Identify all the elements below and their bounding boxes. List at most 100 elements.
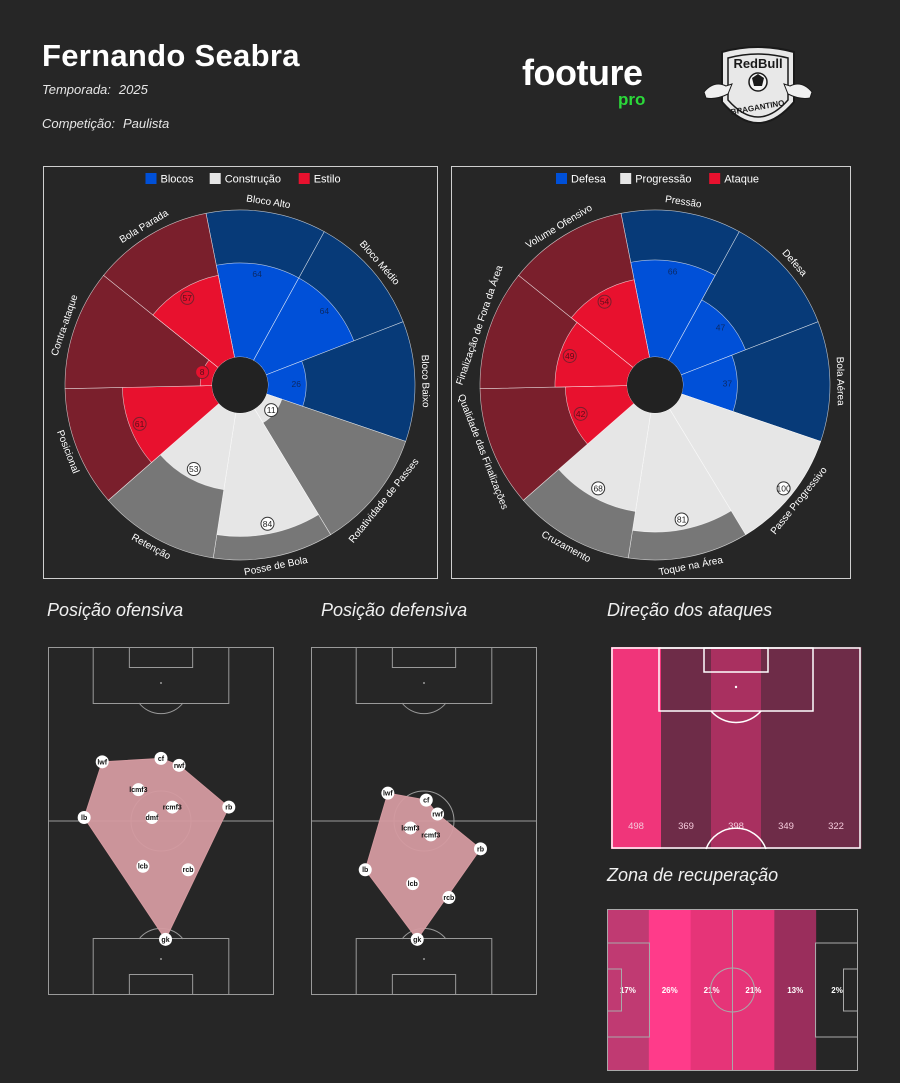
style-value-rotatividade-de-passes: 11 [267,405,276,415]
performance-radar-chart: Defesa Progressão Ataque66Pressão47Defesa3… [453,173,846,578]
lane-4 [761,647,812,849]
lane-2 [661,647,712,849]
player-marker-rb [474,842,487,856]
player-marker-lcb [406,877,420,891]
perf-value-bola-aerea: 37 [723,378,733,388]
legend-swatch-construcao [209,173,221,184]
style-center [212,357,268,413]
style-value-marker-bloco-medio [317,304,332,319]
top-penalty-arc [401,702,447,715]
legend-swatch-blocos [145,173,157,184]
player-label-cf: cf [423,798,430,805]
footure-logo: footure [522,52,643,93]
perf-value-marker-defesa [713,320,728,335]
perf-value-cruzamento: 68 [593,483,603,493]
style-value-bloco-baixo: 26 [291,379,301,389]
top-six-yard-box [128,647,194,668]
perf-value-toque-na-area: 81 [677,514,687,524]
top-six-yard-box [391,647,457,668]
footure-pro-label: pro [618,90,646,109]
recovery-zone-3 [690,909,733,1071]
player-marker-gk [410,932,424,946]
recovery-value-6: 2% [831,986,843,995]
perf-value-marker-pressao [665,264,680,279]
player-label-lcmf3: lcmf3 [401,825,419,832]
perf-value-marker-toque-na-area [674,512,689,527]
recovery-value-5: 13% [787,986,803,995]
player-label-gk: gk [161,937,169,944]
attack-six-yard-box [703,647,769,673]
perf-center [627,357,683,413]
player-marker-rwf [431,807,445,821]
attack-direction-heatmap: 498 369 398 349 322 [611,647,862,850]
style-value-marker-bloco-baixo [289,376,304,391]
attack-direction-title: Direção dos ataques [607,600,773,620]
legend-label-ataque: Ataque [724,174,759,186]
perf-value-marker-passe-progressivo [776,481,791,496]
player-marker-rwf [172,758,186,772]
perf-value-marker-finalizacao-de-fora-da-area [562,348,577,363]
defensive-position-title: Posição defensiva [321,600,468,620]
top-penalty-arc [138,702,184,715]
bottom-penalty-box [92,938,230,995]
player-marker-gk [159,932,173,946]
perf-value-finalizacao-de-fora-da-area: 49 [565,351,575,361]
lane-value-1: 498 [628,821,644,832]
player-label-lcmf3: lcmf3 [129,787,147,794]
player-label-lb: lb [81,815,87,822]
bottom-six-yard-box [391,974,457,995]
style-value-marker-retencao [186,462,201,477]
player-marker-lcb [136,859,150,873]
player-marker-lwf [95,755,109,769]
player-label-rwf: rwf [174,763,185,770]
bottom-six-yard-box [128,974,194,995]
style-value-marker-bloco-alto [250,267,265,282]
top-penalty-box [355,647,493,704]
player-label-rb: rb [477,846,484,853]
player-marker-rcmf3 [424,828,438,842]
player-marker-lcmf3 [131,783,145,797]
player-label-rcmf3: rcmf3 [163,805,182,812]
player-label-rcmf3: rcmf3 [421,832,440,839]
legend-swatch-estilo [298,173,310,184]
season-line: Temporada: 2025 [42,82,148,97]
recovery-left-six [607,968,622,1012]
player-label-gk: gk [413,937,421,944]
legend-swatch-progressao [620,173,632,184]
player-marker-cf [154,751,168,765]
player-marker-cf [419,793,433,807]
legend-label-construcao: Construção [225,174,281,186]
player-label-lcb: lcb [138,864,148,871]
perf-value-defesa: 47 [716,323,726,333]
style-radar-chart: Blocos Construção Estilo 64 Bloco Alto 64 Bloc… [49,173,431,578]
team-shape [83,757,230,941]
recovery-zone-heatmap: 17% 26% 21% 21% 13% 2% [607,909,859,1071]
style-value-bola-parada: 57 [183,293,193,303]
recovery-zone-4 [732,909,775,1071]
style-value-marker-rotatividade-de-passes [264,403,279,418]
style-value-marker-contra-ataque [195,365,210,380]
recovery-center-circle [710,967,755,1013]
legend-label-estilo: Estilo [314,174,341,186]
player-marker-rcmf3 [165,800,179,814]
player-marker-rcb [181,863,195,877]
style-label-bloco-baixo: Bloco Baixo [419,355,431,408]
legend-swatch-defesa [556,173,567,184]
legend-label-defesa: Defesa [571,174,607,186]
legend-label-blocos: Blocos [161,174,195,186]
player-label-rwf: rwf [432,812,443,819]
style-value-bloco-medio: 64 [320,306,330,316]
style-label-bloco-alto: Bloco Alto [245,193,291,211]
player-label-rb: rb [225,805,232,812]
style-value-posse-de-bola: 84 [263,519,273,529]
player-label-lwf: lwf [97,759,107,766]
perf-label-bola-aerea: Bola Aérea [834,357,846,407]
recovery-zone-5 [774,909,817,1071]
perf-value-qualidade-das-finalizacoes: 42 [576,409,586,419]
style-value-marker-posicional [132,416,147,431]
player-marker-rb [222,800,236,814]
offensive-position-title: Posição ofensiva [47,600,184,620]
season-value: 2025 [118,82,148,97]
